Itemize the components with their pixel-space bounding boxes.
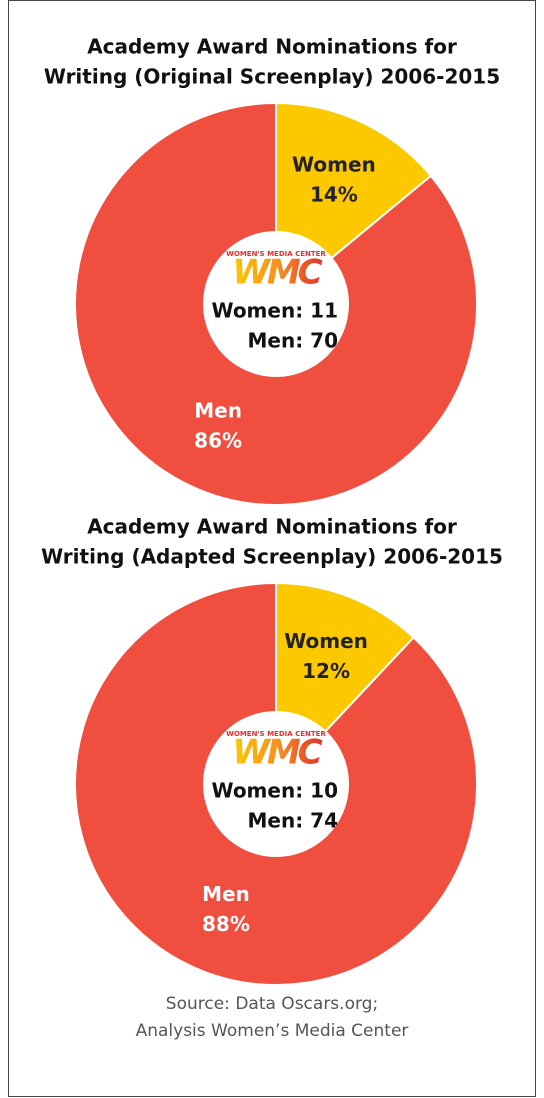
wedge	[74, 581, 478, 986]
slice-label: Women	[292, 152, 376, 176]
logo-mark: WMC	[232, 733, 322, 773]
frame	[8, 0, 536, 1097]
logo-tagline: WOMEN'S MEDIA CENTER	[226, 250, 326, 258]
center-text: Women: 10	[211, 779, 338, 803]
source: Source: Data Oscars.org;	[166, 994, 378, 1014]
wedge	[275, 581, 416, 733]
logo-tagline: WOMEN'S MEDIA CENTER	[226, 730, 326, 738]
center-text: Men: 74	[248, 809, 339, 833]
slice-value-label: 88%	[202, 912, 250, 936]
slice-value-label: 12%	[302, 659, 350, 683]
center-text: Women: 11	[211, 299, 338, 323]
slice-value-label: 86%	[194, 429, 242, 453]
logo-mark: WMC	[232, 253, 322, 293]
chart-title: Writing (Original Screenplay) 2006-2015	[44, 65, 500, 89]
wedge	[74, 101, 478, 506]
slice-label: Men	[194, 399, 242, 423]
center-text: Men: 70	[248, 329, 339, 353]
chart-title: Writing (Adapted Screenplay) 2006-2015	[41, 545, 503, 569]
slice-label: Women	[284, 629, 368, 653]
slice-value-label: 14%	[310, 182, 358, 206]
slice-label: Men	[202, 882, 250, 906]
source: Analysis Women’s Media Center	[136, 1021, 409, 1041]
wedge	[275, 101, 433, 260]
chart-title: Academy Award Nominations for	[87, 35, 457, 59]
chart-title: Academy Award Nominations for	[87, 515, 457, 539]
